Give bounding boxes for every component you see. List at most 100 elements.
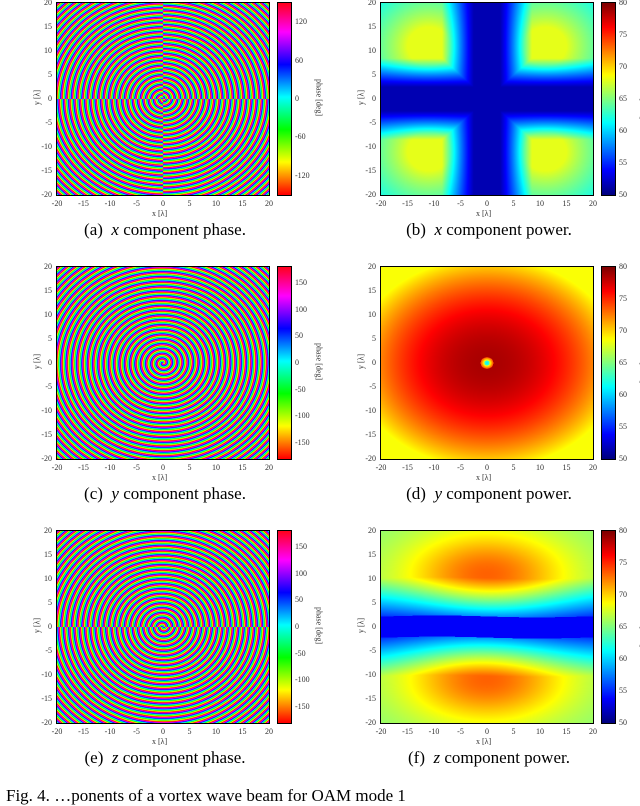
x-axis-label: x [λ] (476, 737, 492, 746)
x-tick-label: 10 (212, 727, 220, 736)
colorbar-tick-label: 60 (295, 55, 303, 65)
caption-variable: z (433, 748, 441, 767)
x-tick-label: -10 (428, 199, 440, 208)
y-tick-label: 20 (44, 526, 52, 535)
x-tick-label: -15 (78, 727, 89, 736)
x-tick-label: 0 (485, 463, 489, 472)
x-tick-label: 0 (161, 199, 165, 208)
y-tick-label: -5 (45, 382, 52, 391)
colorbar-tick-label: 50 (619, 454, 627, 463)
colorbar-tick-label: 50 (295, 331, 303, 341)
y-tick-label: 15 (44, 22, 52, 31)
y-tick-label: 15 (44, 550, 52, 559)
y-tick-label: 15 (368, 286, 376, 295)
y-tick-label: 20 (368, 0, 376, 7)
y-tick-label: -10 (41, 670, 52, 679)
heatmap-image (381, 267, 593, 459)
caption-tag: (e) (84, 748, 104, 767)
y-tick-label: 0 (48, 358, 52, 367)
y-axis-label: y [λ] (356, 617, 366, 634)
heatmap-plot-area (380, 2, 594, 196)
y-tick-label: 20 (368, 526, 376, 535)
panel-y-power: 20 15 10 5 0 -5 -10 -15 -20 -20 -15 -10 -5 0 5 10 15 20 x … (324, 263, 640, 522)
y-tick-label: 5 (48, 70, 52, 79)
colorbar-tick-label: 150 (295, 278, 307, 287)
y-tick-label: 10 (44, 46, 52, 55)
colorbar-gradient (278, 267, 291, 459)
x-tick-label: -5 (133, 727, 140, 736)
heatmap-image (381, 531, 593, 723)
y-tick-label: -5 (45, 118, 52, 127)
y-tick-label: 5 (48, 598, 52, 607)
panel-x-phase: 20 15 10 5 0 -5 -10 -15 -20 -20 -15 -10 -5 0 5 10 15 20 x … (0, 0, 324, 258)
heatmap-image (57, 531, 269, 723)
x-tick-label: 0 (485, 199, 489, 208)
y-tick-label: -10 (41, 142, 52, 151)
caption-text: component phase. (123, 220, 246, 239)
panel-z-power: 20 15 10 5 0 -5 -10 -15 -20 -20 -15 -10 -5 0 5 10 15 20 x … (324, 526, 640, 786)
caption-variable: y (434, 484, 443, 503)
heatmap-image (57, 267, 269, 459)
x-tick-label: 5 (511, 199, 516, 208)
heatmap-plot-area (380, 530, 594, 724)
figure-caption: Fig. 4. …ponents of a vortex wave beam f… (6, 786, 406, 806)
heatmap-plot-area (56, 530, 270, 724)
x-tick-label: -20 (375, 727, 387, 736)
panel-caption: (d) y component power. (324, 484, 640, 504)
y-tick-label: -10 (365, 670, 376, 679)
x-tick-label: -20 (51, 463, 63, 472)
panel-z-phase: 20 15 10 5 0 -5 -10 -15 -20 -20 -15 -10 -5 0 5 10 15 20 x … (0, 526, 324, 786)
y-tick-label: 0 (372, 622, 376, 631)
y-axis-label: y [λ] (356, 89, 366, 106)
panel-caption: (c) y component phase. (0, 484, 330, 504)
x-tick-label: 5 (511, 727, 516, 736)
x-tick-label: 10 (536, 463, 544, 472)
colorbar-label: phase [deg] (314, 342, 324, 381)
colorbar-tick-label: 100 (295, 568, 307, 578)
colorbar-tick-label: 75 (619, 558, 627, 567)
caption-variable: x (111, 220, 119, 239)
colorbar-tick-label: 55 (619, 422, 627, 431)
colorbar-tick-label: -100 (295, 675, 310, 685)
panel-caption: (a) x component phase. (0, 220, 330, 240)
caption-tag: (f) (408, 748, 425, 767)
x-tick-label: 10 (212, 463, 220, 472)
heatmap-plot-area (56, 2, 270, 196)
x-tick-label: 20 (589, 463, 597, 472)
y-tick-label: -10 (365, 142, 376, 151)
colorbar-tick-label: 120 (295, 17, 307, 27)
y-tick-label: -15 (365, 430, 376, 439)
x-tick-label: -5 (133, 463, 140, 472)
x-tick-label: -10 (104, 727, 116, 736)
x-tick-label: -15 (78, 463, 89, 472)
caption-tag: (a) (84, 220, 103, 239)
panel-y-phase: 20 15 10 5 0 -5 -10 -15 -20 -20 -15 -10 -5 0 5 10 15 20 x … (0, 263, 324, 522)
caption-variable: y (111, 484, 119, 503)
caption-text: component phase. (122, 748, 246, 767)
y-tick-label: 10 (368, 46, 376, 55)
x-tick-label: 0 (161, 727, 165, 736)
y-tick-label: 15 (368, 22, 376, 31)
x-tick-label: -10 (428, 463, 440, 472)
y-tick-label: -5 (45, 646, 52, 655)
colorbar-tick-label: 80 (619, 0, 627, 7)
y-tick-label: -20 (41, 190, 52, 199)
panel-caption: (e) z component phase. (0, 748, 330, 768)
colorbar-tick-label: 55 (619, 686, 627, 695)
x-tick-label: 20 (265, 727, 273, 736)
y-tick-label: 10 (44, 310, 52, 319)
colorbar-tick-label: 60 (619, 126, 627, 135)
colorbar-tick-label: -150 (295, 702, 310, 711)
caption-variable: z (111, 748, 119, 767)
y-tick-label: -5 (369, 118, 376, 127)
figure-caption-text: …ponents of a vortex wave beam for OAM m… (54, 786, 406, 805)
x-axis-label: x [λ] (152, 209, 168, 218)
x-tick-label: 5 (511, 463, 516, 472)
y-tick-label: 5 (372, 334, 376, 343)
x-tick-label: -15 (402, 727, 413, 736)
colorbar-tick-label: 65 (619, 622, 627, 631)
y-tick-label: -15 (365, 166, 376, 175)
x-tick-label: -20 (51, 199, 63, 208)
colorbar-tick-label: -50 (295, 648, 306, 658)
y-tick-label: -15 (365, 694, 376, 703)
